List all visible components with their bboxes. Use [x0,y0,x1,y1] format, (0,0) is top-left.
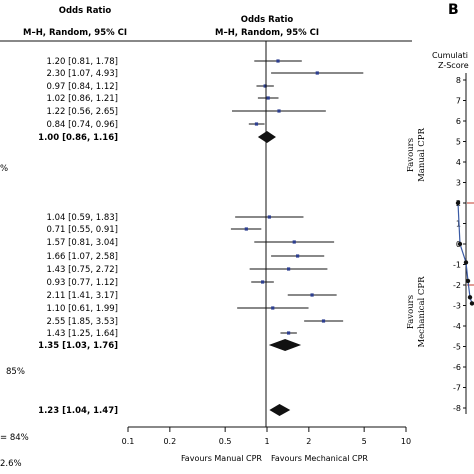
point-estimate-marker [292,240,296,244]
panel-b-y-tick-label: 7 [456,97,461,106]
study-estimate-label: 1.20 [0.81, 1.78] [46,57,118,67]
panel-b-y-tick-label: -5 [453,343,461,352]
panel-b-y-tick-label: -4 [453,322,461,331]
x-tick-label: 0.1 [122,437,135,446]
header-right-subtitle: M–H, Random, 95% CI [215,28,319,38]
study-estimate-label: 2.30 [1.07, 4.93] [46,69,118,79]
point-estimate-marker [295,254,300,258]
left-fragment-4: 2.6% [0,459,22,469]
panel-b: B Cumulati Z-Score 876543210-1-2-3-4-5-6… [406,2,474,414]
panel-b-y-tick-label: -8 [453,404,461,413]
point-estimate-marker [271,306,275,310]
study-estimate-label: 1.22 [0.56, 2.65] [46,107,118,117]
panel-b-y-tick-label: 4 [456,158,461,167]
pooled-estimate-label: 1.35 [1.03, 1.76] [38,341,118,351]
panel-b-curve-point [469,301,474,306]
panel-b-favours-mechanical-1: Favours [406,295,416,329]
header-left-subtitle: M–H, Random, 95% CI [23,28,127,38]
study-estimate-label: 2.55 [1.85, 3.53] [46,317,118,327]
x-tick-label: 5 [362,437,367,446]
header-left-title: Odds Ratio [59,6,112,16]
point-estimate-marker [310,293,314,297]
panel-b-y-tick-label: -3 [453,302,461,311]
panel-b-curve-point [455,200,461,206]
point-estimate-marker [276,59,280,63]
x-tick-label: 0.5 [219,437,232,446]
pooled-diamond [257,131,276,143]
left-fragment-2: 85% [6,367,25,377]
point-estimate-marker [286,331,291,335]
panel-b-title-line1: Cumulati [432,51,468,60]
ci-marker-layer [244,59,326,416]
panel-b-cumulative-z-curve [455,200,474,306]
pooled-estimate-label: 1.23 [1.04, 1.47] [38,406,118,416]
x-tick-label: 0.2 [163,437,176,446]
study-estimate-label: 1.43 [0.75, 2.72] [46,265,118,275]
ci-line-layer [230,60,364,334]
panel-b-y-tick-label: 8 [456,76,461,85]
point-estimate-marker [267,215,271,219]
x-tick-label: 10 [401,437,411,446]
point-estimate-marker [286,267,291,271]
panel-b-favours-mechanical-2: Mechanical CPR [417,276,427,348]
left-fragment-3: = 84% [0,433,29,443]
panel-b-curve-point [467,295,473,300]
panel-b-curve-point [463,260,469,265]
header-right-title: Odds Ratio [241,15,294,25]
panel-b-curve-point [465,278,471,284]
point-estimate-marker [261,280,265,284]
study-estimate-label: 1.43 [1.25, 1.64] [46,329,118,339]
study-estimate-label: 2.11 [1.41, 3.17] [46,291,118,301]
study-estimate-label: 1.57 [0.81, 3.04] [46,238,118,248]
x-tick-label: 1 [264,437,269,446]
x-label-left: Favours Manual CPR [181,454,262,463]
panel-b-letter: B [448,2,459,18]
panel-b-title-line2: Z-Score [438,61,469,70]
panel-b-curve-point [457,241,463,247]
panel-b-y-tick-label: -7 [453,384,461,393]
x-axis-ticks: 0.1 0.2 0.5 1 2 5 10 [122,427,411,446]
panel-b-y-tick-label: 6 [456,117,461,126]
panel-b-favours-manual-1: Favours [406,138,416,172]
panel-b-y-tick-label: -2 [453,281,461,290]
study-estimate-label: 0.71 [0.55, 0.91] [46,225,118,235]
study-estimate-label: 0.93 [0.77, 1.12] [46,278,118,288]
panel-b-y-tick-label: -6 [453,363,461,372]
study-estimate-label: 1.02 [0.86, 1.21] [46,94,118,104]
study-estimate-label: 0.84 [0.74, 0.96] [46,120,118,130]
x-label-right: Favours Mechanical CPR [271,454,368,463]
study-estimate-label: 1.04 [0.59, 1.83] [46,213,118,223]
study-estimate-label: 1.10 [0.61, 1.99] [46,304,118,314]
point-estimate-marker [263,84,267,88]
pooled-estimate-label: 1.00 [0.86, 1.16] [38,133,118,143]
panel-b-y-tick-label: 3 [456,179,461,188]
x-tick-label: 2 [306,437,311,446]
ci-label-column: 1.20 [0.81, 1.78] 2.30 [1.07, 4.93] 0.97 [… [38,57,118,416]
point-estimate-marker [266,96,270,100]
point-estimate-marker [321,319,326,323]
study-estimate-label: 0.97 [0.84, 1.12] [46,82,118,92]
point-estimate-marker [315,71,319,75]
panel-b-y-tick-label: -1 [453,261,461,270]
point-estimate-marker [244,227,248,231]
panel-b-y-tick-label: 5 [456,138,461,147]
pooled-diamond [268,339,302,351]
left-fragment-1: % [0,164,8,174]
point-estimate-marker [254,122,259,126]
study-estimate-label: 1.66 [1.07, 2.58] [46,252,118,262]
point-estimate-marker [277,109,281,113]
pooled-diamond [269,404,291,416]
panel-b-favours-manual-2: Manual CPR [417,127,427,181]
